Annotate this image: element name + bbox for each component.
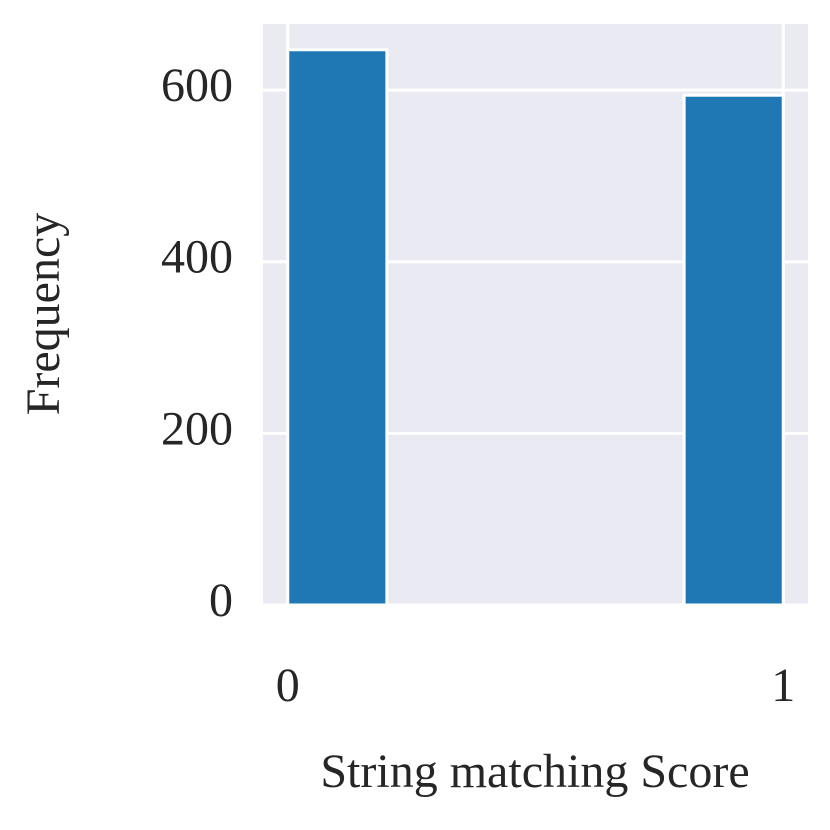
histogram-bar xyxy=(682,93,785,607)
y-tick-label: 400 xyxy=(161,231,233,284)
x-tick-label: 0 xyxy=(276,659,300,712)
x-axis-label: String matching Score xyxy=(320,745,749,798)
y-axis-label: Frequency xyxy=(17,213,70,416)
x-tick-label: 1 xyxy=(771,659,795,712)
y-tick-label: 200 xyxy=(161,402,233,455)
y-tick-label: 0 xyxy=(209,574,233,627)
y-tick-label: 600 xyxy=(161,59,233,112)
histogram-bar xyxy=(286,48,389,607)
